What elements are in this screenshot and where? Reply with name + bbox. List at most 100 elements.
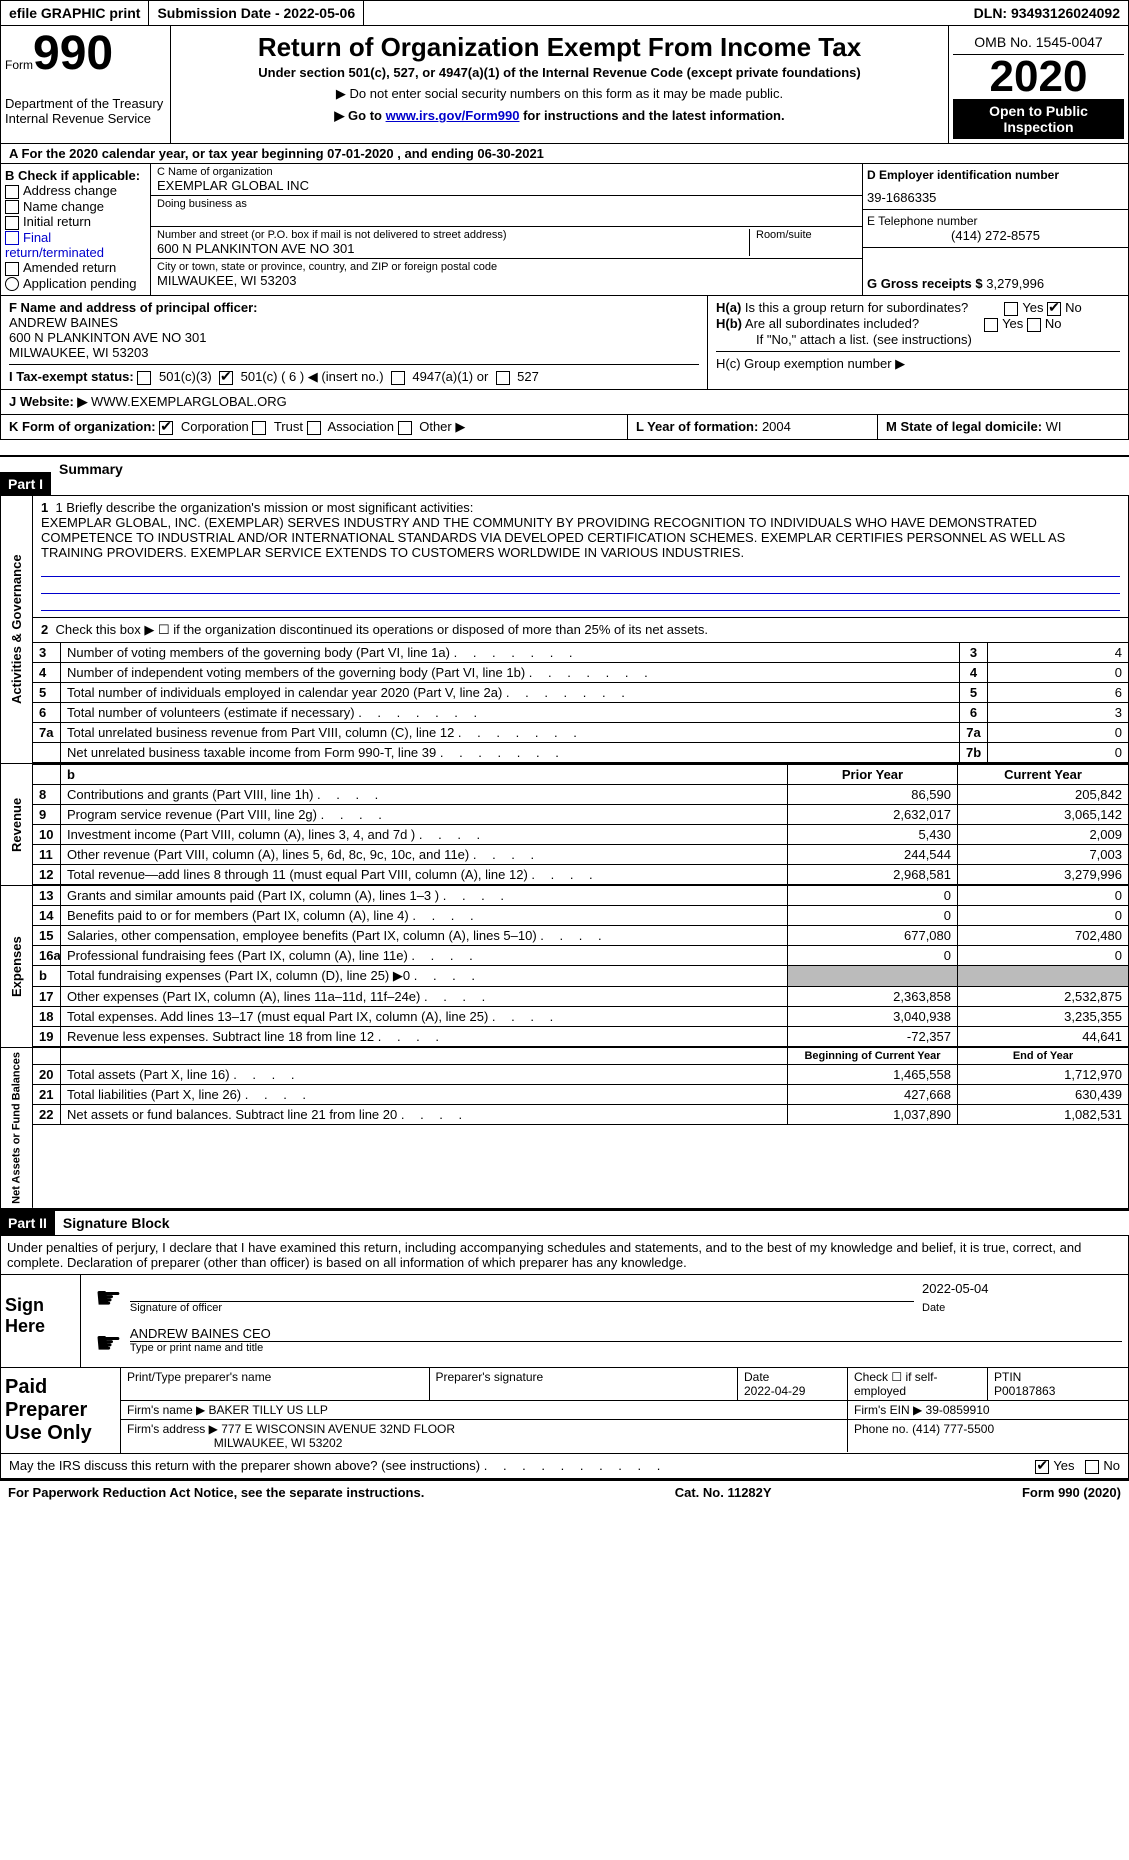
- part2-header: Part II: [0, 1211, 55, 1236]
- check-pending[interactable]: Application pending: [5, 276, 146, 292]
- sig-date: 2022-05-04: [914, 1281, 1122, 1302]
- sig-date-label: Date: [922, 1302, 1122, 1314]
- row-no: 13: [33, 886, 61, 906]
- row-prior: 0: [788, 946, 958, 966]
- header-end: End of Year: [958, 1048, 1128, 1065]
- row-current: 0: [958, 906, 1128, 926]
- city-label: City or town, state or province, country…: [157, 261, 856, 273]
- form-number: 990: [33, 27, 113, 80]
- tax-year: 2020: [953, 55, 1124, 99]
- firm-addr1: 777 E WISCONSIN AVENUE 32ND FLOOR: [221, 1422, 455, 1436]
- row-current: [958, 966, 1128, 987]
- row-end: 1,082,531: [958, 1105, 1128, 1125]
- check-trust[interactable]: [252, 421, 266, 435]
- header-prior: Prior Year: [788, 764, 958, 785]
- row-desc: Program service revenue (Part VIII, line…: [61, 805, 788, 825]
- check-name[interactable]: Name change: [5, 199, 146, 215]
- mission-text: EXEMPLAR GLOBAL, INC. (EXEMPLAR) SERVES …: [41, 515, 1120, 560]
- row-current: 3,235,355: [958, 1007, 1128, 1027]
- row-desc: Other expenses (Part IX, column (A), lin…: [61, 987, 788, 1007]
- check-527[interactable]: [496, 371, 510, 385]
- ein-value: 39-1686335: [867, 190, 1124, 205]
- phone-label: E Telephone number: [867, 214, 1124, 228]
- row-val: 4: [988, 643, 1128, 663]
- row-a-period: A For the 2020 calendar year, or tax yea…: [0, 144, 1129, 164]
- header-begin: Beginning of Current Year: [788, 1048, 958, 1065]
- perjury-text: Under penalties of perjury, I declare th…: [0, 1236, 1129, 1275]
- row-desc: Number of independent voting members of …: [61, 663, 960, 683]
- row-desc: Total expenses. Add lines 13–17 (must eq…: [61, 1007, 788, 1027]
- row-desc: Total number of volunteers (estimate if …: [61, 703, 960, 723]
- sig-officer-label: Signature of officer: [130, 1302, 922, 1314]
- row-desc: Total unrelated business revenue from Pa…: [61, 723, 960, 743]
- dba-label: Doing business as: [157, 198, 856, 210]
- firm-phone: (414) 777-5500: [912, 1422, 994, 1436]
- row-val: 6: [988, 683, 1128, 703]
- ptin-value: P00187863: [994, 1384, 1055, 1398]
- gross-label: G Gross receipts $: [867, 276, 986, 291]
- row-desc: Net assets or fund balances. Subtract li…: [61, 1105, 788, 1125]
- row-end: 630,439: [958, 1085, 1128, 1105]
- row-desc: Contributions and grants (Part VIII, lin…: [61, 785, 788, 805]
- row-no: 14: [33, 906, 61, 926]
- prep-name-label: Print/Type preparer's name: [121, 1368, 430, 1401]
- row-desc: Revenue less expenses. Subtract line 18 …: [61, 1027, 788, 1047]
- row-no: 12: [33, 865, 61, 885]
- row-box: 7b: [960, 743, 988, 763]
- org-name: EXEMPLAR GLOBAL INC: [157, 178, 856, 193]
- row-desc: Net unrelated business taxable income fr…: [61, 743, 960, 763]
- row-val: 0: [988, 743, 1128, 763]
- row-no: 15: [33, 926, 61, 946]
- check-final[interactable]: Final return/terminated: [5, 230, 146, 261]
- discuss-text: May the IRS discuss this return with the…: [9, 1458, 666, 1474]
- check-501c[interactable]: [219, 371, 233, 385]
- row-box: 6: [960, 703, 988, 723]
- check-other[interactable]: [398, 421, 412, 435]
- row-no: 20: [33, 1065, 61, 1085]
- row-prior: 86,590: [788, 785, 958, 805]
- c-name-label: C Name of organization: [157, 166, 856, 178]
- l-value: 2004: [762, 419, 791, 434]
- dept-treasury: Department of the Treasury: [5, 96, 166, 111]
- irs-link[interactable]: www.irs.gov/Form990: [386, 108, 520, 123]
- row-no: [33, 743, 61, 763]
- note-link: ▶ Go to www.irs.gov/Form990 for instruct…: [175, 108, 944, 124]
- check-501c3[interactable]: [137, 371, 151, 385]
- submission-date: Submission Date - 2022-05-06: [149, 1, 364, 25]
- row-prior: 0: [788, 906, 958, 926]
- row-no: 18: [33, 1007, 61, 1027]
- check-4947[interactable]: [391, 371, 405, 385]
- footer-center: Cat. No. 11282Y: [675, 1485, 772, 1500]
- check-assoc[interactable]: [307, 421, 321, 435]
- form-label: Form: [5, 58, 33, 72]
- footer-right: Form 990 (2020): [1022, 1485, 1121, 1500]
- inspection-label: Open to Public Inspection: [953, 99, 1124, 139]
- prep-date: 2022-04-29: [744, 1384, 805, 1398]
- row-current: 3,065,142: [958, 805, 1128, 825]
- row-val: 0: [988, 723, 1128, 743]
- row-desc: Other revenue (Part VIII, column (A), li…: [61, 845, 788, 865]
- k-label: K Form of organization:: [9, 419, 156, 434]
- row-begin: 1,465,558: [788, 1065, 958, 1085]
- officer-addr2: MILWAUKEE, WI 53203: [9, 345, 699, 360]
- vlabel-revenue: Revenue: [1, 764, 33, 885]
- row-val: 0: [988, 663, 1128, 683]
- footer-left: For Paperwork Reduction Act Notice, see …: [8, 1485, 424, 1500]
- check-address[interactable]: Address change: [5, 183, 146, 199]
- check-corp[interactable]: [159, 421, 173, 435]
- discuss-yes[interactable]: [1035, 1460, 1049, 1474]
- part1-header: Part I: [0, 472, 51, 496]
- check-initial[interactable]: Initial return: [5, 214, 146, 230]
- row-no: 5: [33, 683, 61, 703]
- note-ssn: ▶ Do not enter social security numbers o…: [175, 86, 944, 102]
- discuss-no[interactable]: [1085, 1460, 1099, 1474]
- dln: DLN: 93493126024092: [966, 1, 1128, 25]
- check-amended[interactable]: Amended return: [5, 260, 146, 276]
- row-current: 702,480: [958, 926, 1128, 946]
- room-label: Room/suite: [750, 229, 856, 256]
- row-prior: 3,040,938: [788, 1007, 958, 1027]
- officer-addr1: 600 N PLANKINTON AVE NO 301: [9, 330, 699, 345]
- col-b-label: B Check if applicable:: [5, 168, 146, 183]
- gross-value: 3,279,996: [986, 276, 1044, 291]
- row-current: 0: [958, 886, 1128, 906]
